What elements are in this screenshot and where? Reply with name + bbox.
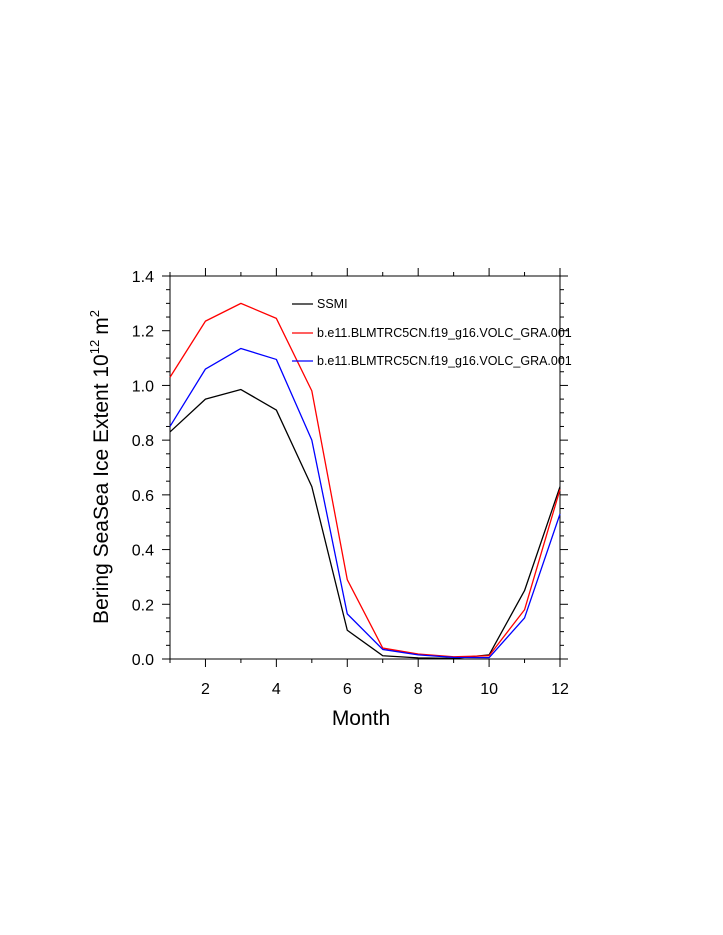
y-tick-label: 0.0 (132, 652, 154, 669)
series-line-2 (169, 302, 561, 658)
x-tick-label: 8 (414, 681, 423, 698)
x-tick-label: 10 (480, 681, 498, 698)
x-tick-label: 6 (343, 681, 352, 698)
legend-label: b.e11.BLMTRC5CN.f19_g16.VOLC_GRA.001 (317, 326, 572, 340)
y-tick-labels: 0.0 0.2 0.4 0.6 0.8 1.0 1.2 1.4 (132, 269, 154, 669)
x-tick-label: 12 (551, 681, 569, 698)
y-axis-title-unit-exponent: 2 (87, 310, 102, 317)
y-tick-label: 0.8 (132, 433, 154, 450)
y-axis-title-exponent: 12 (87, 340, 102, 354)
x-tick-label: 4 (272, 681, 281, 698)
y-tick-label: 1.0 (132, 378, 154, 395)
y-axis-title-unit: m (90, 317, 113, 335)
legend-label: SSMI (317, 297, 348, 311)
legend-item-1: SSMI (292, 297, 348, 311)
y-tick-label: 0.6 (132, 488, 154, 505)
y-axis-title: Bering SeaSea Ice Extent 1012 m2 (87, 310, 113, 624)
y-tick-label: 1.2 (132, 324, 154, 341)
major-ticks (162, 268, 568, 667)
legend-item-2: b.e11.BLMTRC5CN.f19_g16.VOLC_GRA.001 (292, 326, 572, 340)
legend-label: b.e11.BLMTRC5CN.f19_g16.VOLC_GRA.001 (317, 354, 572, 368)
x-tick-label: 2 (201, 681, 210, 698)
legend-item-3: b.e11.BLMTRC5CN.f19_g16.VOLC_GRA.001 (292, 354, 572, 368)
series-line-1 (169, 388, 561, 660)
y-tick-label: 0.2 (132, 597, 154, 614)
y-tick-label: 0.4 (132, 543, 154, 560)
minor-ticks (166, 272, 564, 663)
series-lines (169, 302, 561, 660)
series-line-3 (169, 347, 561, 659)
y-axis-title-main: Bering SeaSea Ice Extent 10 (90, 354, 113, 624)
x-tick-labels: 2 4 6 8 10 12 (201, 681, 569, 698)
legend: SSMI b.e11.BLMTRC5CN.f19_g16.VOLC_GRA.001… (292, 297, 572, 368)
x-axis-title: Month (332, 707, 390, 730)
y-tick-label: 1.4 (132, 269, 154, 286)
